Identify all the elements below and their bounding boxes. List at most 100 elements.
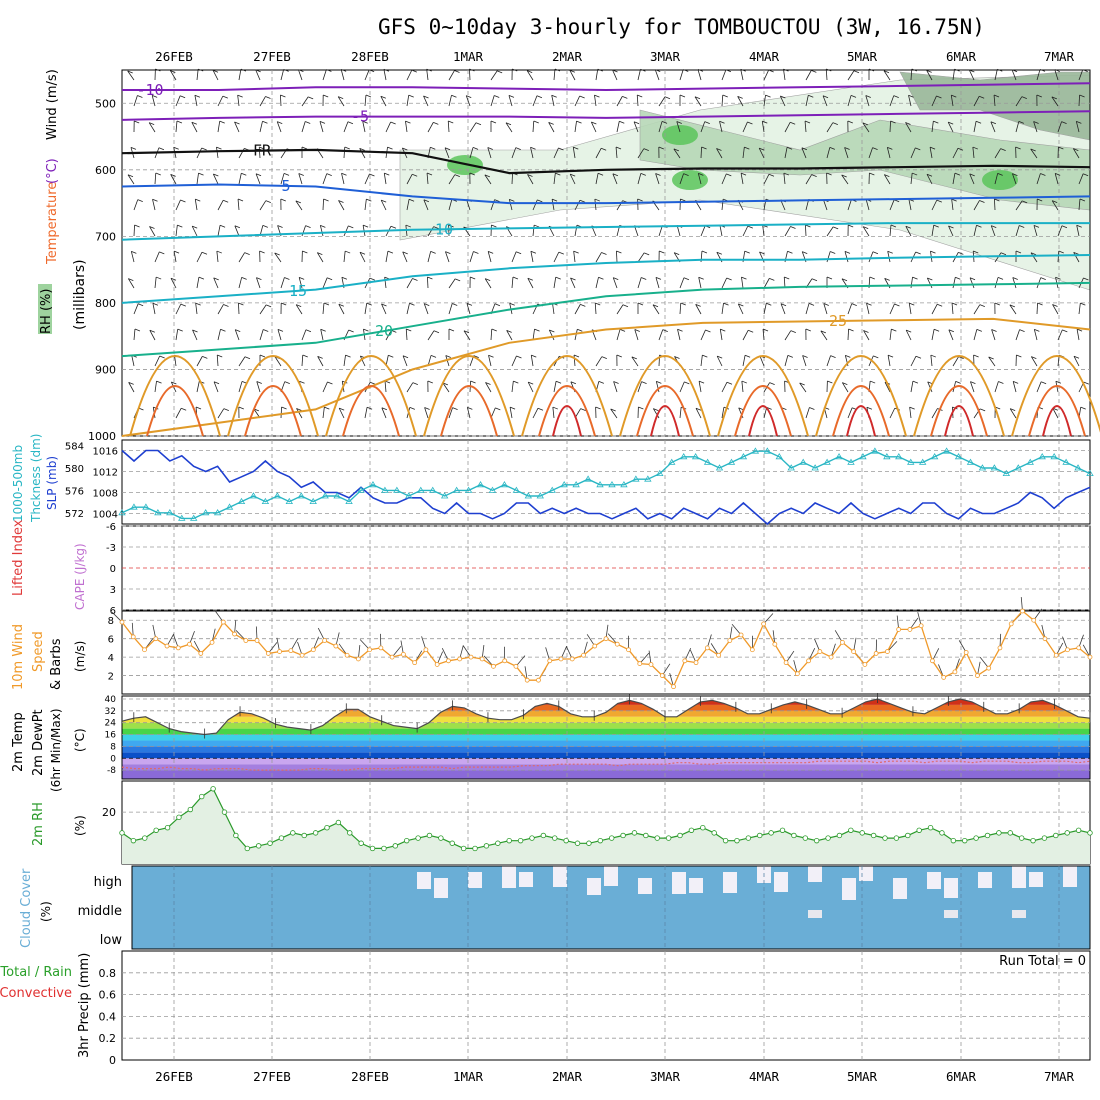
wind-barb (1015, 250, 1022, 254)
wind-barb (784, 276, 790, 280)
bottom-date-label: 27FEB (253, 1069, 291, 1084)
wind-barb (149, 226, 155, 229)
wind10-marker (851, 649, 857, 654)
wind-barb (700, 121, 706, 133)
wind-barb (223, 408, 229, 412)
cloud-gap (638, 878, 652, 894)
wind-barb (151, 95, 156, 107)
wind-barb (1051, 96, 1059, 107)
wind-barb (388, 354, 394, 358)
rh2m-marker (927, 824, 934, 831)
wind-barb (408, 198, 415, 202)
wind-barb (637, 173, 642, 185)
wind-barb (485, 382, 491, 385)
top-date-label: 27FEB (253, 49, 291, 64)
wind-barb (658, 225, 663, 237)
wind-barb (889, 95, 895, 107)
wind-barb (1055, 173, 1061, 176)
thickness-axis-label-2: Thckness (dm) (29, 434, 43, 523)
wind-barb (910, 356, 917, 367)
wind-barb (926, 174, 933, 185)
wind10-marker (175, 645, 181, 651)
wind-barb (1030, 148, 1038, 159)
wind-barb (409, 302, 415, 306)
wind-barb (343, 225, 349, 237)
wind-barb (1057, 121, 1062, 133)
wind-barb (719, 225, 723, 237)
wind-barb (616, 329, 621, 341)
wind-barb (366, 198, 372, 202)
wind-barb (277, 121, 283, 125)
wind-barb (695, 407, 702, 411)
temperature-axis-label: Temperature (45, 182, 60, 265)
wind-barb (763, 174, 770, 185)
wind-barb (195, 302, 201, 306)
wind-barb (537, 407, 544, 411)
wind-barb (747, 121, 753, 125)
wind10-marker (164, 643, 170, 649)
rh2m-axis-label: 2m RH (31, 802, 46, 846)
wind10-marker (738, 632, 744, 638)
wind-barb (695, 304, 702, 315)
wind10-marker (896, 627, 902, 632)
wind-barb (637, 381, 642, 393)
wind10-marker (412, 660, 418, 666)
li-tick: -3 (106, 543, 116, 554)
wind-barb (823, 303, 829, 306)
wind-barb (926, 70, 933, 81)
wind-barb (1036, 173, 1041, 185)
thickness-marker (1050, 453, 1058, 460)
wind10-marker (310, 647, 316, 653)
wind-barb (527, 277, 533, 281)
thickness-marker (978, 464, 987, 471)
wind-barb (975, 120, 982, 124)
wind-barb (301, 354, 304, 367)
wind-barb (159, 251, 165, 255)
wind-barb (532, 199, 538, 211)
wind-barb (969, 173, 975, 185)
wind-barb (823, 199, 828, 211)
wind-barb (1040, 277, 1046, 281)
wind-barb (383, 173, 387, 185)
wind-barb (316, 252, 324, 263)
wind-barb (784, 226, 791, 237)
wind-barb (448, 70, 455, 81)
wind-barb (322, 277, 328, 289)
wind-barb (573, 250, 579, 254)
wind-barb (783, 172, 789, 176)
wind-barb (762, 328, 769, 332)
wind-barb (364, 69, 370, 81)
wind-barb (448, 120, 454, 124)
wind-barb (552, 406, 558, 410)
wind-barb (805, 70, 812, 81)
wind-barb (637, 69, 641, 81)
wind10-marker (1008, 621, 1014, 627)
wind-barb (1011, 69, 1018, 73)
wind-barb (926, 70, 932, 73)
wind-barb (884, 382, 891, 393)
wind-barb (175, 408, 182, 419)
wind-barb (1036, 94, 1042, 98)
wind-barb (910, 381, 914, 393)
wind-barb (131, 250, 137, 254)
wind-barb (152, 303, 156, 315)
thickness-marker (859, 453, 867, 460)
warm-contour (227, 355, 319, 437)
wind-barb (283, 173, 290, 176)
rh2m-marker (392, 843, 399, 849)
wind-barb (683, 277, 690, 281)
wind10-axis-label-b: Speed (31, 631, 46, 672)
wind-barb (637, 252, 645, 263)
wind-barb (573, 355, 576, 367)
wind-barb (595, 277, 599, 289)
wind-barb (1078, 94, 1080, 107)
wind-barb (1073, 252, 1080, 263)
wind-barb (695, 408, 702, 419)
wind-barb (574, 200, 581, 211)
wind-barb (783, 68, 789, 72)
wind10-marker (884, 649, 890, 654)
li-tick: 6 (110, 606, 116, 617)
wind-barb (616, 121, 620, 133)
thickness-marker (1026, 458, 1034, 465)
thickness-marker (799, 458, 807, 465)
